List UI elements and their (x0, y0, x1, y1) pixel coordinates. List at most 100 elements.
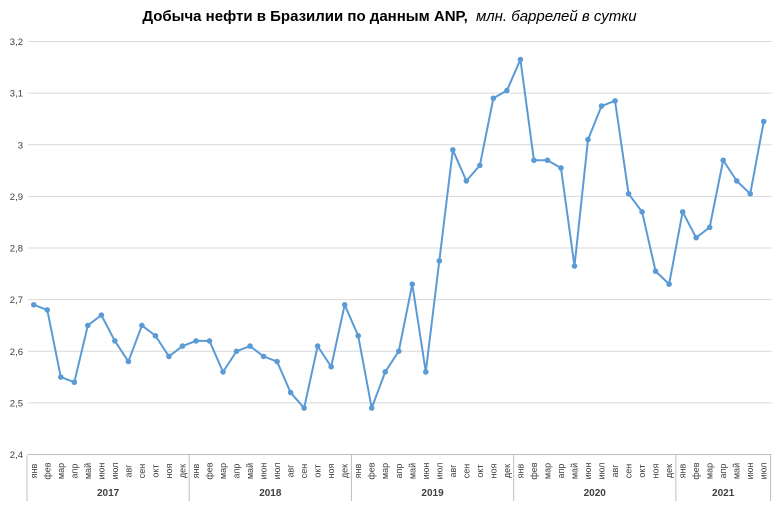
x-axis-month-label: дек (664, 464, 674, 478)
data-point-marker (666, 281, 672, 287)
x-axis-month-label: июл (597, 463, 607, 480)
data-point-marker (706, 224, 713, 231)
data-point-marker (422, 369, 429, 375)
y-axis-tick-label: 2,6 (10, 347, 23, 358)
data-point-marker (314, 343, 321, 349)
data-point-marker (206, 338, 213, 344)
data-point-marker (463, 178, 470, 184)
x-axis-month-label: авг (123, 464, 133, 478)
x-axis-month-label: ноя (488, 463, 498, 478)
x-axis-month-label: апр (556, 464, 566, 479)
y-axis-tick-label: 2,4 (10, 450, 23, 461)
chart-title-main: Добыча нефти в Бразилии по данным ANP, (142, 8, 468, 25)
data-point-marker (517, 56, 524, 63)
data-point-marker (639, 209, 645, 215)
data-point-marker (260, 353, 267, 360)
x-axis-month-label: июл (110, 463, 120, 480)
data-point-marker (30, 301, 37, 308)
data-point-marker (558, 165, 564, 171)
data-point-marker (409, 281, 416, 287)
x-axis-month-label: мар (56, 463, 66, 479)
x-axis-month-label: мар (705, 463, 715, 479)
x-axis-month-label: май (407, 463, 417, 479)
x-axis-month-label: май (732, 463, 742, 479)
y-axis-tick-label: 2,9 (10, 192, 23, 203)
x-axis-month-label: окт (637, 464, 647, 477)
data-point-marker (368, 405, 375, 411)
x-axis-month-label: апр (69, 464, 79, 479)
data-point-marker (233, 348, 240, 355)
data-point-marker (274, 358, 280, 365)
y-axis-tick-label: 3,1 (10, 89, 23, 100)
y-axis-tick-label: 3 (18, 140, 23, 151)
x-axis-month-label: апр (394, 464, 404, 479)
x-axis-month-label: июн (259, 463, 269, 480)
x-axis-month-label: авг (610, 464, 620, 478)
data-point-marker (585, 136, 591, 143)
data-point-marker (355, 332, 361, 339)
data-point-marker (450, 147, 456, 153)
x-axis-month-label: янв (29, 463, 39, 478)
x-axis-month-label: фев (691, 462, 701, 479)
x-axis-month-label: авг (448, 464, 458, 478)
data-point-marker (166, 353, 172, 360)
x-axis-month-label: янв (353, 463, 363, 478)
x-axis-month-label: окт (313, 464, 323, 477)
chart-title: Добыча нефти в Бразилии по данным ANP, м… (0, 8, 779, 25)
x-axis-month-label: авг (286, 464, 296, 478)
data-point-marker (625, 190, 632, 197)
x-axis-month-label: фев (42, 462, 52, 479)
data-point-marker (720, 157, 726, 164)
x-axis-month-label: апр (718, 464, 728, 479)
x-axis-month-label: ноя (651, 463, 661, 478)
chart-title-sub: млн. баррелей в сутки (475, 8, 637, 25)
production-line (32, 58, 765, 410)
data-point-marker (490, 95, 497, 102)
data-point-marker (139, 322, 145, 329)
y-axis-tick-label: 2,7 (10, 295, 23, 306)
data-point-marker (436, 258, 443, 264)
y-axis-tick-label: 3,2 (10, 37, 23, 48)
x-axis-month-label: сен (624, 464, 634, 479)
data-point-marker (152, 332, 159, 339)
data-point-marker (652, 268, 659, 275)
x-axis-year-label: 2019 (421, 488, 444, 499)
x-axis-month-label: ноя (326, 463, 336, 478)
data-point-marker (328, 363, 334, 370)
data-point-marker (301, 405, 307, 411)
x-axis-month-label: янв (515, 463, 525, 478)
x-axis-month-label: сен (299, 464, 309, 479)
y-axis-tick-label: 2,5 (10, 398, 23, 409)
x-axis-month-label: мар (218, 463, 228, 479)
data-point-marker (44, 307, 51, 313)
x-axis-month-label: сен (137, 464, 147, 479)
data-point-marker (612, 98, 618, 104)
x-axis-month-label: сен (461, 464, 471, 479)
data-point-marker (544, 157, 551, 164)
x-axis-month-label: июл (759, 463, 769, 480)
x-axis-month-label: апр (232, 464, 242, 479)
x-axis-month-label: дек (502, 464, 512, 478)
x-axis-month-label: фев (367, 462, 377, 479)
data-point-marker (57, 374, 64, 380)
x-axis-month-label: июн (96, 463, 106, 480)
x-axis-year-label: 2020 (584, 488, 607, 499)
x-axis-year-label: 2021 (712, 488, 735, 499)
data-point-marker (71, 379, 78, 386)
data-point-marker (598, 103, 605, 109)
data-point-marker (85, 322, 91, 329)
x-axis-month-label: дек (177, 464, 187, 478)
data-point-marker (341, 301, 348, 308)
x-axis-month-label: янв (191, 463, 201, 478)
data-point-marker (179, 343, 186, 349)
data-point-marker (693, 234, 699, 241)
data-point-marker (531, 157, 537, 164)
x-axis-year-label: 2018 (259, 488, 282, 499)
data-point-marker (112, 338, 118, 344)
x-axis-month-label: июн (583, 463, 593, 480)
x-axis-month-label: май (569, 463, 579, 479)
x-axis-month-label: янв (678, 463, 688, 478)
x-axis-month-label: май (245, 463, 255, 479)
data-point-marker (287, 389, 294, 396)
